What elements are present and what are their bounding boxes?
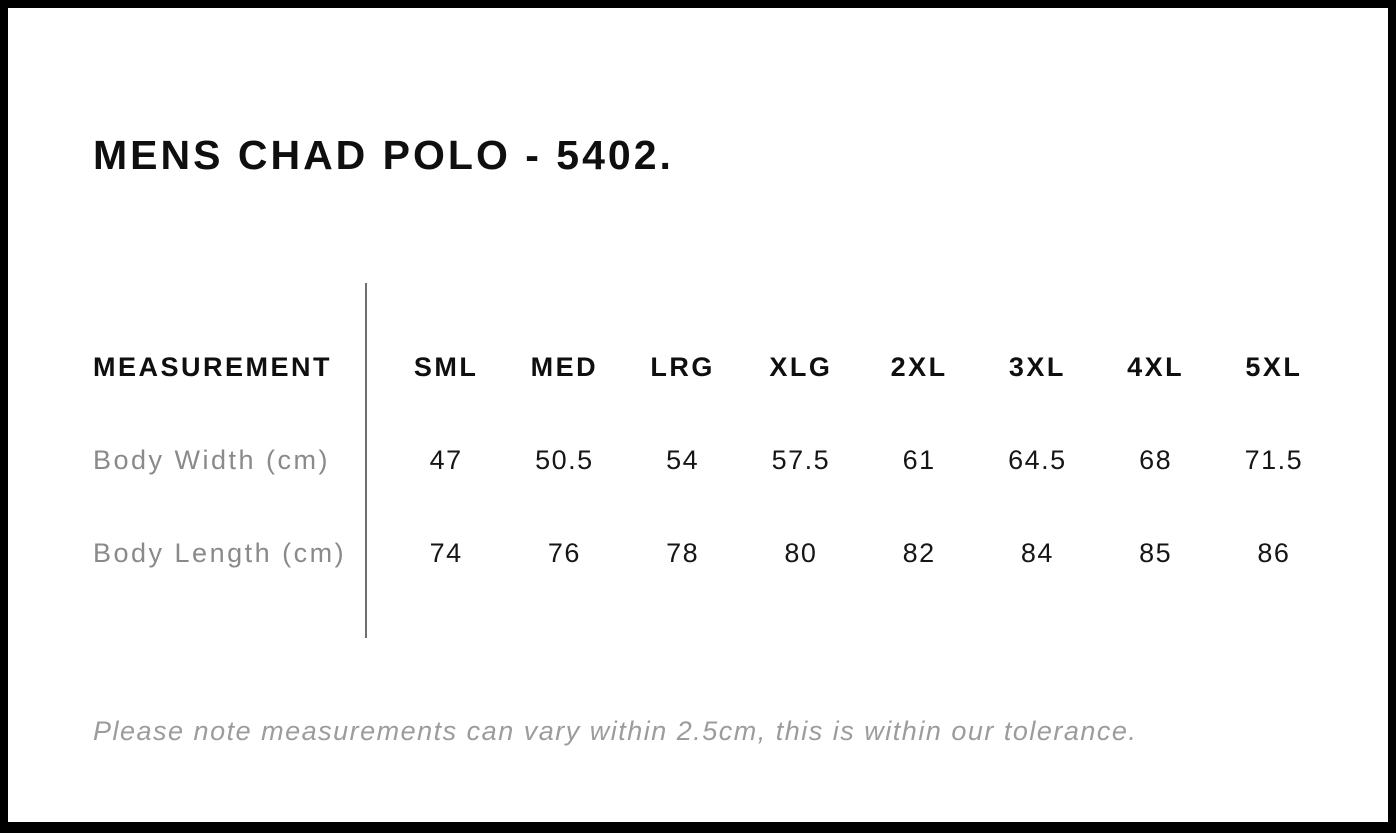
body-width-row: Body Width (cm) 47 50.5 54 57.5 61 64.5 … xyxy=(93,414,1333,507)
size-header-group: SML MED LRG XLG 2XL 3XL 4XL 5XL xyxy=(387,352,1333,383)
body-length-3xl: 84 xyxy=(1020,538,1054,568)
size-header-2xl: 2XL xyxy=(890,352,948,382)
row-label-body-length: Body Length (cm) xyxy=(93,538,347,568)
body-width-xlg: 57.5 xyxy=(771,445,831,475)
size-chart-header-row: MEASUREMENT SML MED LRG XLG 2XL 3XL 4XL … xyxy=(93,321,1333,414)
body-width-sml: 47 xyxy=(429,445,463,475)
body-length-4xl: 85 xyxy=(1139,538,1173,568)
body-width-4xl: 68 xyxy=(1139,445,1173,475)
body-width-3xl: 64.5 xyxy=(1008,445,1067,475)
column-divider-line xyxy=(365,283,367,638)
product-title: MENS CHAD POLO - 5402. xyxy=(93,132,674,179)
size-header-xlg: XLG xyxy=(769,352,833,382)
body-length-values: 74 76 78 80 82 84 85 86 xyxy=(387,538,1333,569)
body-width-med: 50.5 xyxy=(535,445,594,475)
row-label-body-width: Body Width (cm) xyxy=(93,445,331,475)
body-length-lrg: 78 xyxy=(666,538,700,568)
body-width-5xl: 71.5 xyxy=(1244,445,1304,475)
measurement-column-header: MEASUREMENT xyxy=(93,352,333,382)
body-length-sml: 74 xyxy=(429,538,463,568)
size-header-3xl: 3XL xyxy=(1008,352,1066,382)
size-header-med: MED xyxy=(530,352,599,382)
size-header-5xl: 5XL xyxy=(1245,352,1303,382)
body-length-2xl: 82 xyxy=(902,538,936,568)
body-length-med: 76 xyxy=(547,538,581,568)
body-width-lrg: 54 xyxy=(666,445,700,475)
body-length-row: Body Length (cm) 74 76 78 80 82 84 85 86 xyxy=(93,507,1333,600)
size-header-sml: SML xyxy=(413,352,479,382)
body-width-2xl: 61 xyxy=(902,445,936,475)
body-length-5xl: 86 xyxy=(1257,538,1291,568)
size-header-lrg: LRG xyxy=(650,352,715,382)
size-header-4xl: 4XL xyxy=(1127,352,1185,382)
tolerance-note: Please note measurements can vary within… xyxy=(93,716,1138,746)
body-length-xlg: 80 xyxy=(784,538,818,568)
size-chart-table: MEASUREMENT SML MED LRG XLG 2XL 3XL 4XL … xyxy=(93,283,1333,638)
body-width-values: 47 50.5 54 57.5 61 64.5 68 71.5 xyxy=(387,445,1333,476)
